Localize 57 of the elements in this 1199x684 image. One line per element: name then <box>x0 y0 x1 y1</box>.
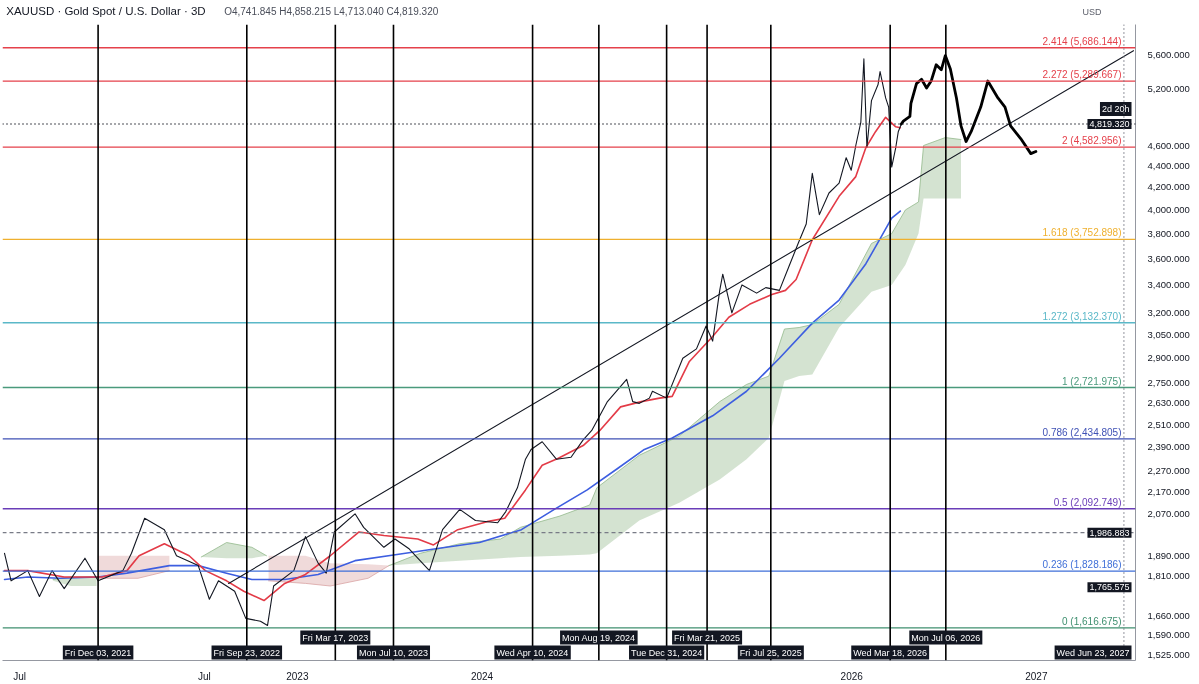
y-tick-label: 2,750.000 <box>1147 376 1190 388</box>
ref-line-label: 0 (1,616.675) <box>1062 615 1122 627</box>
y-tick-label: 2,070.000 <box>1147 507 1190 519</box>
y-tick-label: 3,200.000 <box>1147 306 1190 318</box>
ref-line-label: Fri Mar 17, 2023 <box>302 632 369 643</box>
ref-line-label: Wed Jun 23, 2027 <box>1056 647 1130 658</box>
ref-line-label: 1.272 (3,132.370) <box>1042 310 1122 322</box>
y-tick-label: 2,170.000 <box>1147 486 1190 498</box>
ref-line-label: Fri Sep 23, 2022 <box>213 647 281 658</box>
chart-title: XAUUSD · Gold Spot / U.S. Dollar · 3D <box>6 4 206 17</box>
y-tick-label: 1,660.000 <box>1147 609 1190 621</box>
ref-line-label: Fri Dec 03, 2021 <box>64 647 132 658</box>
chart-subtitle: O4,741.845 H4,858.215 L4,713.040 C4,819.320 <box>224 5 439 17</box>
x-tick-label: 2027 <box>1025 670 1048 682</box>
ref-line-label: Fri Mar 21, 2025 <box>674 632 741 643</box>
ref-line-label: Mon Jul 06, 2026 <box>911 632 981 643</box>
ref-line-label: Fri Jul 25, 2025 <box>739 647 802 658</box>
y-tick-label: 1,525.000 <box>1147 648 1190 660</box>
ref-line-label: 0.236 (1,828.186) <box>1042 559 1122 571</box>
y-tick-label: 4,200.000 <box>1147 181 1190 193</box>
y-tick-label: 5,600.000 <box>1147 48 1190 60</box>
y-tick-label: 2,510.000 <box>1147 418 1190 430</box>
ref-line-label: Mon Aug 19, 2024 <box>562 632 636 643</box>
ref-line-label: 1 (2,721.975) <box>1062 375 1122 387</box>
ref-line-label: Wed Apr 10, 2024 <box>496 647 569 658</box>
ref-line-label: 4,819.320 2d 20h <box>1089 104 1130 130</box>
annotation: 1,765.575 <box>1089 582 1130 593</box>
y-tick-label: 4,600.000 <box>1147 139 1190 151</box>
ref-line-label: Tue Dec 31, 2024 <box>631 647 703 658</box>
ref-line-label: 0.786 (2,434.805) <box>1042 426 1122 438</box>
y-tick-label: 1,590.000 <box>1147 629 1190 641</box>
y-tick-label: 3,050.000 <box>1147 329 1190 341</box>
x-tick-label: 2026 <box>840 670 864 682</box>
ref-line-label: 0.5 (2,092.749) <box>1053 496 1122 508</box>
y-tick-label: 1,810.000 <box>1147 569 1190 581</box>
ref-line-label: 1,986.883 <box>1089 527 1130 538</box>
y-tick-label: 3,600.000 <box>1147 252 1190 264</box>
x-tick-label: 2024 <box>470 670 494 682</box>
ref-line-label: 2 (4,582.956) <box>1062 135 1122 147</box>
y-tick-label: 3,800.000 <box>1147 227 1190 239</box>
y-tick-label: 2,270.000 <box>1147 465 1190 477</box>
ref-line-label: Wed Mar 18, 2026 <box>853 647 928 658</box>
x-tick-label: Jul <box>197 670 211 682</box>
x-tick-label: Jul <box>13 670 27 682</box>
y-tick-label: 4,400.000 <box>1147 160 1190 172</box>
ref-line-label: 1.618 (3,752.898) <box>1042 227 1122 239</box>
ref-line-label: Mon Jul 10, 2023 <box>358 647 429 658</box>
y-tick-label: 1,890.000 <box>1147 549 1190 561</box>
ref-line-label: 2.414 (5,686.144) <box>1042 35 1122 47</box>
y-tick-label: 2,900.000 <box>1147 352 1190 364</box>
y-tick-label: 2,630.000 <box>1147 397 1190 409</box>
y-tick-label: 3,400.000 <box>1147 278 1190 290</box>
y-tick-label: 4,000.000 <box>1147 203 1190 215</box>
x-tick-label: 2023 <box>286 670 309 682</box>
y-axis-title: USD <box>1082 6 1103 17</box>
y-tick-label: 2,390.000 <box>1147 441 1190 453</box>
y-tick-label: 5,200.000 <box>1147 82 1190 94</box>
